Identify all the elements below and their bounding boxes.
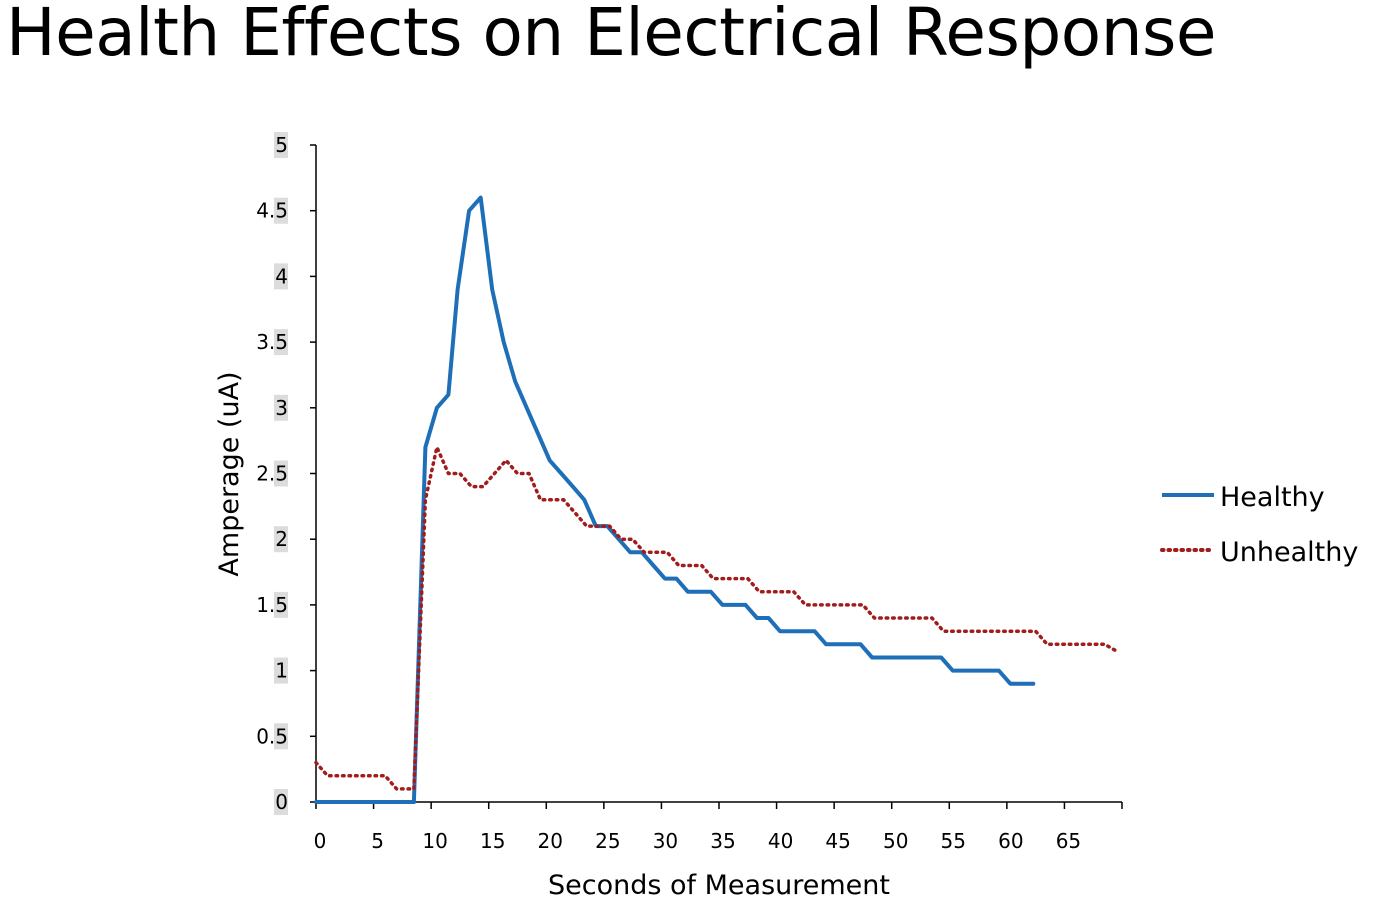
x-tick-label: 0	[314, 829, 327, 853]
y-tick-label-background	[274, 591, 288, 618]
y-tick-label: 2	[275, 527, 288, 551]
x-tick-label: 20	[538, 829, 563, 853]
legend-label-unhealthy: Unhealthy	[1220, 537, 1358, 568]
y-tick-label: 2.5	[256, 462, 288, 486]
y-tick-label-background	[274, 197, 288, 224]
x-tick-label: 55	[941, 829, 966, 853]
x-tick-label: 45	[825, 829, 850, 853]
y-tick-label: 3.5	[256, 330, 288, 354]
y-tick-label-background	[274, 263, 288, 290]
series-lines	[314, 195, 1118, 804]
y-tick-label-background	[274, 394, 288, 421]
y-tick-label-background	[274, 329, 288, 356]
series-line-healthy	[314, 195, 1036, 804]
x-tick-label: 35	[710, 829, 735, 853]
y-tick-label: 1.5	[256, 593, 288, 617]
legend-label-healthy: Healthy	[1220, 482, 1325, 513]
x-tick-label: 40	[768, 829, 793, 853]
y-tick-label: 0.5	[256, 724, 288, 748]
series-line-unhealthy	[314, 445, 1118, 791]
x-tick-label: 50	[883, 829, 908, 853]
y-tick-label: 5	[275, 133, 288, 157]
y-tick-label-background	[274, 460, 288, 487]
chart-legend: Healthy Unhealthy	[1160, 482, 1358, 568]
x-ticks: 0 5 10 15 20 25 30 35 40 45 50 55 60 65	[314, 802, 1123, 853]
chart-axes	[315, 145, 1122, 803]
x-tick-label: 65	[1056, 829, 1081, 853]
y-tick-label-background	[274, 657, 288, 684]
x-tick-label: 30	[653, 829, 678, 853]
x-axis-title: Seconds of Measurement	[548, 870, 890, 901]
y-tick-label-background	[274, 723, 288, 750]
y-tick-label-backgrounds	[274, 132, 288, 815]
y-tick-label-background	[274, 132, 288, 158]
x-tick-label: 15	[480, 829, 505, 853]
x-tick-label: 10	[422, 829, 447, 853]
x-tick-label: 25	[595, 829, 620, 853]
y-tick-label: 0	[275, 790, 288, 814]
y-tick-label: 1	[275, 659, 288, 683]
x-tick-label: 60	[998, 829, 1023, 853]
y-tick-label: 4.5	[256, 199, 288, 223]
y-tick-label-background	[274, 526, 288, 553]
x-tick-label: 5	[371, 829, 384, 853]
y-ticks: 0 0.5 1 1.5 2 2.5 3 3.5 4 4.5 5	[256, 133, 316, 814]
y-tick-label: 4	[275, 264, 288, 288]
page-title: Health Effects on Electrical Response	[6, 0, 1217, 71]
y-tick-label: 3	[275, 396, 288, 420]
y-axis-title: Amperage (uA)	[214, 371, 245, 576]
y-tick-label-background	[274, 789, 288, 815]
